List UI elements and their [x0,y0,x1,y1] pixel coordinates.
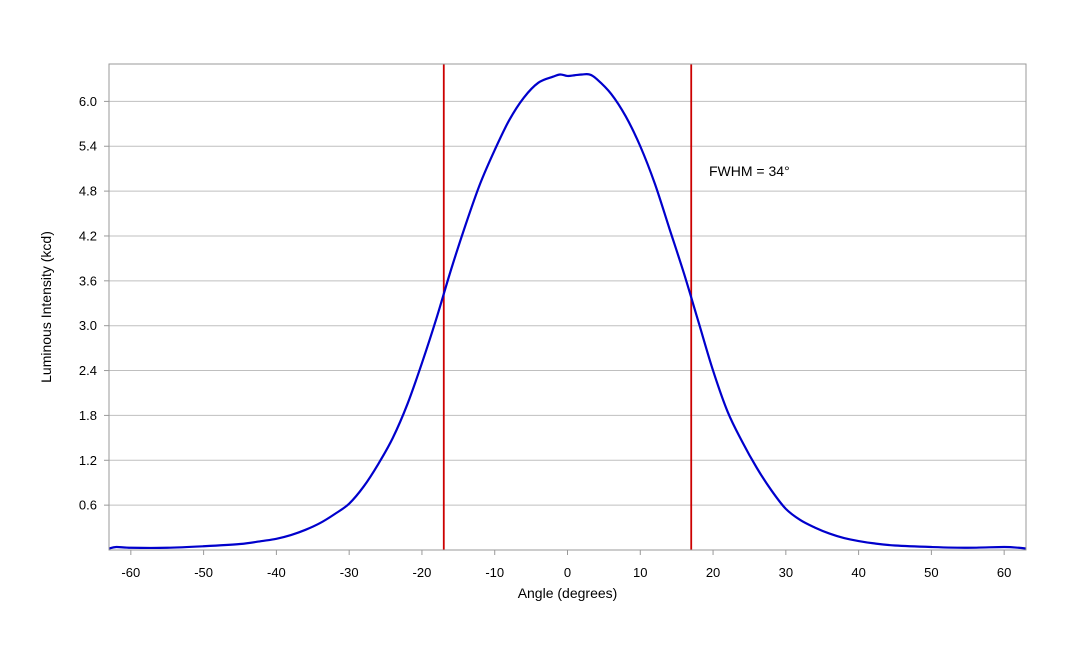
x-tick-label: -50 [194,565,213,580]
x-tick-label: 30 [779,565,793,580]
x-tick-label: -60 [121,565,140,580]
x-tick-label: 50 [924,565,938,580]
x-tick-label: -40 [267,565,286,580]
fwhm-marker-lines [442,64,693,550]
y-axis-title: Luminous Intensity (kcd) [38,231,54,383]
y-tick-label: 4.8 [79,184,97,199]
y-tick-label: 0.6 [79,498,97,513]
gridlines [109,100,1026,506]
x-tick-label: 60 [997,565,1011,580]
x-tick-label: 40 [851,565,865,580]
y-axis-ticks: 0.6 1.2 1.8 2.4 3.0 3.6 4.2 4.8 5.4 6.0 [79,94,109,513]
x-axis-title: Angle (degrees) [518,585,618,601]
x-tick-label: -10 [485,565,504,580]
y-tick-label: 2.4 [79,363,97,378]
x-tick-label: -30 [340,565,359,580]
x-tick-label: 0 [564,565,571,580]
y-tick-label: 1.2 [79,453,97,468]
fwhm-annotation: FWHM = 34° [709,163,790,179]
y-tick-label: 3.6 [79,273,97,288]
y-tick-label: 6.0 [79,94,97,109]
y-tick-label: 5.4 [79,139,97,154]
x-tick-label: 10 [633,565,647,580]
y-tick-label: 1.8 [79,408,97,423]
x-axis-ticks: -60 -50 -40 -30 -20 -10 0 10 20 30 40 50 60 [121,550,1011,580]
x-tick-label: -20 [413,565,432,580]
x-tick-label: 20 [706,565,720,580]
plot-area-border [108,63,1027,551]
intensity-curve [108,73,1027,550]
y-tick-label: 4.2 [79,228,97,243]
y-tick-label: 3.0 [79,318,97,333]
